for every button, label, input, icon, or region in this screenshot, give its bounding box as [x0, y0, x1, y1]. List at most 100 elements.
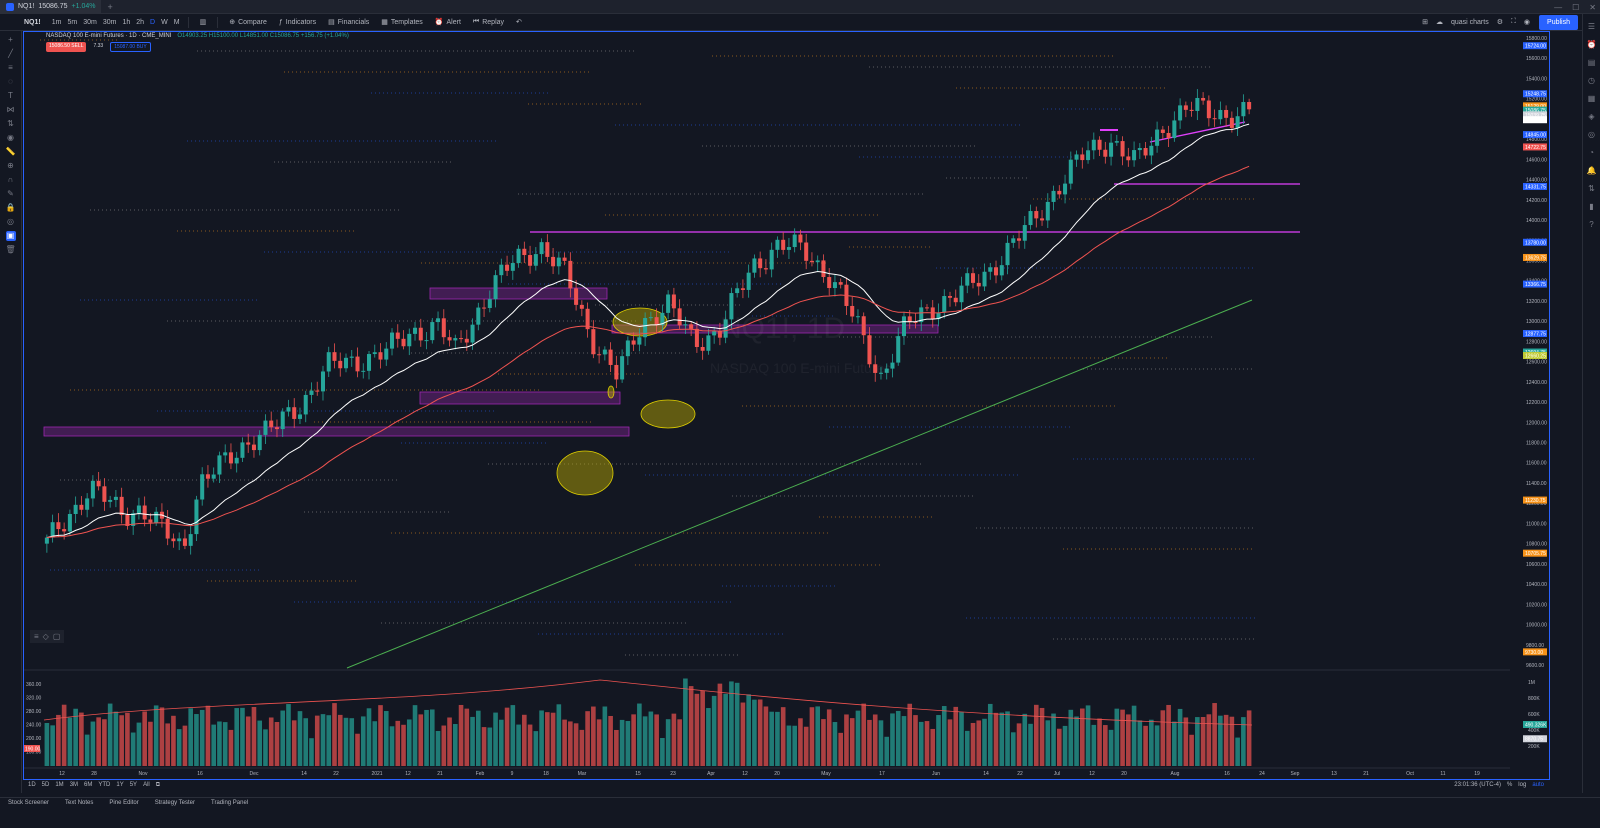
compare-button[interactable]: ⊕ Compare	[223, 18, 273, 27]
hide-icon[interactable]: ◎	[7, 217, 14, 226]
price-tick: 11200.00	[1526, 501, 1547, 507]
candle-body	[50, 522, 55, 538]
interval-5m[interactable]: 5m	[67, 18, 78, 26]
interval-1m[interactable]: 1m	[51, 18, 62, 26]
tab-stock-screener[interactable]: Stock Screener	[8, 800, 50, 806]
watchlist-icon[interactable]: ☰	[1587, 22, 1596, 31]
text-icon[interactable]: T	[8, 91, 13, 100]
buy-button[interactable]: 15087.00 BUY	[110, 42, 151, 52]
publish-button[interactable]: Publish	[1539, 15, 1578, 30]
tab-text-notes[interactable]: Text Notes	[65, 800, 94, 806]
interval-m[interactable]: M	[173, 18, 180, 26]
interval-d[interactable]: D	[150, 18, 156, 26]
range-3m[interactable]: 3M	[69, 782, 79, 788]
templates-button[interactable]: ▦ Templates	[375, 18, 429, 27]
candle-body	[614, 364, 619, 380]
order-panel-icon[interactable]: ⇅	[1588, 184, 1595, 193]
range-1d[interactable]: 1D	[28, 782, 36, 788]
tab-pine-editor[interactable]: Pine Editor	[109, 800, 139, 806]
volume-bar	[838, 732, 844, 766]
favorites-icon[interactable]: ▣	[5, 231, 16, 241]
tab-symbol: NQ1!	[18, 3, 35, 10]
pattern-icon[interactable]: ⋈	[6, 105, 15, 114]
settings-icon[interactable]: ⚙	[1496, 19, 1503, 26]
trash-icon[interactable]: 🗑	[5, 245, 16, 254]
dom-icon[interactable]: ▮	[1589, 202, 1594, 211]
log-toggle[interactable]: log	[1518, 782, 1527, 788]
percent-toggle[interactable]: %	[1506, 782, 1513, 788]
clock[interactable]: 23:01:36 (UTC-4)	[1454, 782, 1501, 788]
range-ytd[interactable]: YTD	[98, 782, 111, 788]
prediction-icon[interactable]: ⇅	[7, 119, 14, 128]
camera-icon[interactable]: ◉	[1523, 19, 1530, 26]
alert-button[interactable]: ⏰ Alert	[429, 18, 467, 27]
range-1m[interactable]: 1M	[55, 782, 64, 788]
candle-body	[297, 414, 302, 419]
candle-body	[591, 329, 596, 355]
volume-bar	[1212, 703, 1217, 766]
price-tick: 10000.00	[1526, 623, 1547, 629]
range-all[interactable]: All	[143, 782, 150, 788]
tab-strategy-tester[interactable]: Strategy Tester	[154, 800, 195, 806]
brush-icon[interactable]: ◌	[8, 77, 13, 86]
lock-icon[interactable]: 🔒	[5, 203, 16, 212]
ideas-icon[interactable]: ◈	[1588, 112, 1595, 121]
interval-w[interactable]: W	[161, 18, 168, 26]
zoom-icon[interactable]: ⊕	[7, 161, 14, 170]
candle-type-icon[interactable]: ▥	[199, 19, 207, 26]
trendline-icon[interactable]: ╱	[8, 49, 13, 58]
price-axis[interactable]: 15800.0015600.0015400.0015200.0015000.00…	[24, 36, 1547, 756]
new-tab-icon[interactable]: +	[107, 1, 113, 12]
candle-body	[263, 420, 268, 435]
fullscreen-icon[interactable]: ⛶	[1510, 18, 1516, 25]
notifications-icon[interactable]: 🔔	[1586, 166, 1597, 175]
range-5y[interactable]: 5Y	[129, 782, 138, 788]
symbol-search[interactable]: NQ1!	[24, 18, 41, 26]
time-axis[interactable]: 12 28 Nov 16 Dec 14 22 2021 12 21 Feb 9 18 Mar 15 23 Apr…	[24, 767, 1510, 777]
chart-tab[interactable]: NQ1! 15086.75 +1.04%	[0, 0, 102, 14]
candle-body	[648, 317, 653, 319]
help-icon[interactable]: ?	[1589, 220, 1594, 229]
close-icon[interactable]: ✕	[1589, 2, 1596, 12]
ruler-icon[interactable]: 📏	[5, 147, 16, 156]
data-window-icon[interactable]: ▤	[1587, 58, 1596, 67]
auto-toggle[interactable]: auto	[1532, 782, 1544, 788]
layout-icon[interactable]: ⊞	[1422, 19, 1428, 26]
alerts-icon[interactable]: ⏰	[1586, 40, 1597, 49]
replay-button[interactable]: ⏮ Replay	[467, 18, 510, 26]
interval-30m-a[interactable]: 30m	[83, 18, 97, 26]
range-5d[interactable]: 5D	[41, 782, 50, 788]
range-1y[interactable]: 1Y	[116, 782, 124, 788]
lock-drawing-icon[interactable]: ✎	[7, 189, 14, 198]
chat-icon[interactable]: ◔	[1589, 148, 1594, 157]
list-icon[interactable]: ≡	[34, 632, 39, 641]
fib-icon[interactable]: ≡	[8, 63, 13, 72]
financials-button[interactable]: ▤ Financials	[322, 18, 375, 27]
magnet-icon[interactable]: ∩	[7, 175, 14, 184]
time-tick: 22	[1017, 771, 1023, 777]
streams-icon[interactable]: ◎	[1588, 130, 1595, 139]
eye-icon[interactable]: ◉	[7, 133, 14, 142]
hotlist-icon[interactable]: ◷	[1588, 76, 1595, 85]
calendar-icon[interactable]: ▦	[1587, 94, 1596, 103]
crosshair-icon[interactable]: +	[8, 35, 13, 44]
minimize-icon[interactable]: —	[1554, 2, 1563, 12]
undo-icon[interactable]: ↶	[516, 19, 522, 26]
select-icon[interactable]: ▢	[52, 632, 61, 641]
layout-name[interactable]: quasi charts	[1450, 18, 1489, 26]
sell-button[interactable]: 15086.50 SELL	[46, 42, 87, 52]
candle-body	[79, 504, 84, 510]
interval-1h[interactable]: 1h	[122, 18, 131, 26]
interval-2h[interactable]: 2h	[136, 18, 145, 26]
indicators-button[interactable]: ƒ Indicators	[273, 19, 322, 26]
interval-30m-b[interactable]: 30m	[102, 18, 117, 26]
time-tick: 18	[543, 771, 549, 777]
tab-trading-panel[interactable]: Trading Panel	[211, 800, 249, 806]
price-label-bg	[1523, 143, 1547, 151]
maximize-icon[interactable]: ☐	[1572, 2, 1580, 12]
range-6m[interactable]: 6M	[84, 782, 93, 788]
volume-bar	[556, 704, 562, 766]
eye-toggle-icon[interactable]: ◇	[42, 632, 49, 641]
goto-date-icon[interactable]: ⧉	[155, 782, 161, 788]
